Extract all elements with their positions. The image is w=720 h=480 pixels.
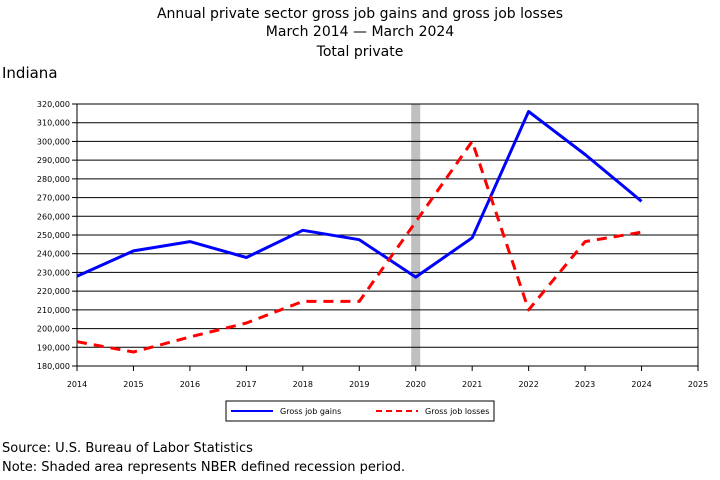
y-tick-label: 230,000 [37,268,70,277]
legend: Gross job gains Gross job losses [225,400,495,422]
y-tick-label: 270,000 [37,194,70,203]
region-label: Indiana [2,64,58,82]
x-tick-label: 2017 [236,380,256,389]
x-tick-label: 2024 [631,380,651,389]
legend-label-losses: Gross job losses [425,407,489,416]
y-tick-label: 210,000 [37,306,70,315]
y-tick-label: 300,000 [37,137,70,146]
x-tick-label: 2023 [575,380,595,389]
x-tick-label: 2020 [406,380,426,389]
y-tick-label: 290,000 [37,156,70,165]
x-tick-label: 2015 [123,380,143,389]
y-tick-label: 310,000 [37,119,70,128]
chart-subtitle: Total private [316,44,404,60]
legend-box [225,400,495,422]
x-tick-label: 2022 [518,380,538,389]
y-axis: 180,000 190,000 200,000 210,000 220,000 230,0… [37,100,77,371]
chart-date-range: March 2014 — March 2024 [265,24,455,40]
x-axis: 2014 2015 2016 2017 2018 2019 2020 2021 2022 2023… [67,366,708,389]
chart-title: Annual private sector gross job gains an… [156,6,564,22]
x-tick-label: 2021 [462,380,482,389]
source-note: Source: U.S. Bureau of Labor Statistics [2,441,253,456]
y-tick-label: 250,000 [37,231,70,240]
gridlines [77,103,698,367]
x-tick-label: 2014 [67,380,87,389]
recession-note: Note: Shaded area represents NBER define… [2,460,406,475]
line-chart: 180,000 190,000 200,000 210,000 220,000 230,0… [37,100,708,422]
series-line-gains [76,110,643,279]
y-tick-label: 190,000 [37,343,70,352]
y-tick-label: 280,000 [37,175,70,184]
series-line-losses [76,139,642,354]
x-tick-label: 2016 [180,380,200,389]
y-tick-label: 260,000 [37,212,70,221]
x-tick-label: 2025 [688,380,708,389]
y-tick-label: 220,000 [37,287,70,296]
y-tick-label: 200,000 [37,325,70,334]
y-tick-label: 240,000 [37,250,70,259]
y-tick-label: 180,000 [37,362,70,371]
y-tick-label: 320,000 [37,100,70,109]
x-tick-label: 2018 [293,380,313,389]
x-tick-label: 2019 [349,380,369,389]
series-lines [76,110,643,354]
legend-label-gains: Gross job gains [280,407,341,416]
